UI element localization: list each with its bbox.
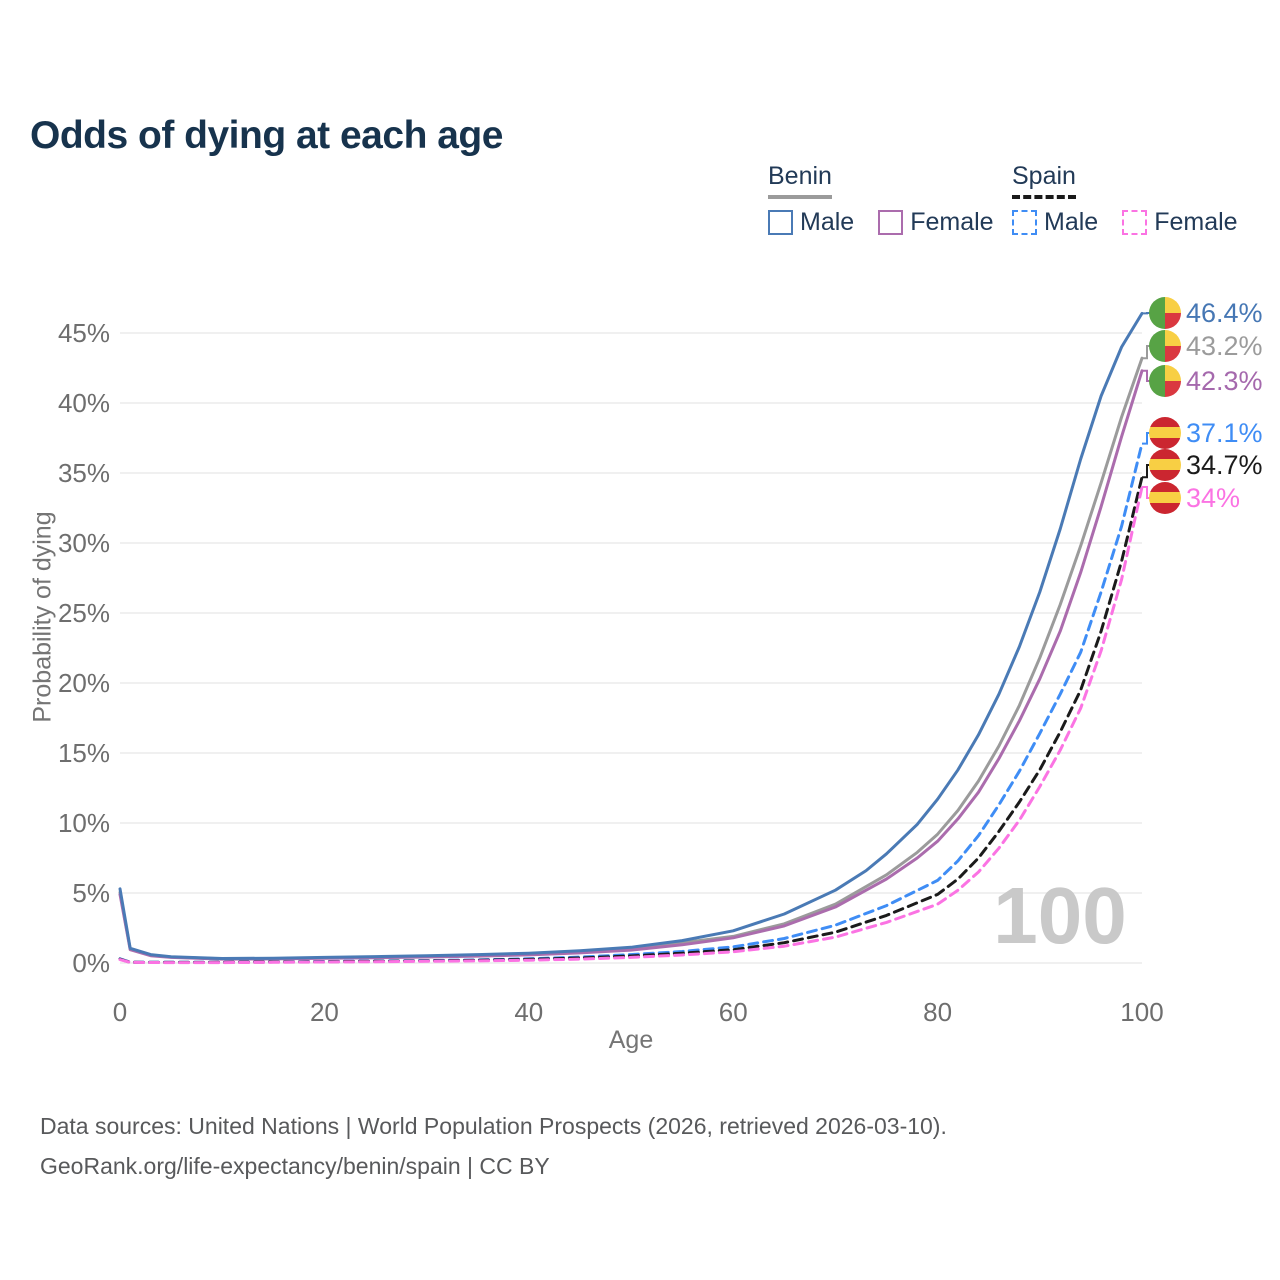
legend-item-benin-female[interactable]: Female <box>878 208 994 237</box>
spain-male-swatch-icon <box>1012 210 1037 235</box>
spain-flag-icon <box>1149 482 1181 514</box>
x-tick-label: 0 <box>113 997 127 1027</box>
y-tick-label: 10% <box>58 808 110 838</box>
end-value-spain-both: 34.7% <box>1186 449 1263 480</box>
series-line-benin-both[interactable] <box>118 356 1144 961</box>
series-line-benin-male[interactable] <box>118 311 1144 960</box>
benin-male-swatch-icon <box>768 210 793 235</box>
legend-group-spain: Spain Male Female <box>1012 162 1238 237</box>
series-line-spain-female[interactable] <box>118 485 1144 965</box>
end-label-benin-both[interactable]: 43.2% <box>1149 330 1263 362</box>
legend-country-benin[interactable]: Benin <box>768 162 832 199</box>
x-tick-label: 40 <box>514 997 543 1027</box>
benin-female-swatch-icon <box>878 210 904 235</box>
benin-flag-icon <box>1149 297 1181 329</box>
y-tick-label: 45% <box>58 318 110 348</box>
x-tick-label: 80 <box>923 997 952 1027</box>
series-line-benin-female[interactable] <box>118 369 1144 961</box>
y-tick-label: 15% <box>58 738 110 768</box>
y-tick-label: 25% <box>58 598 110 628</box>
spain-flag-icon <box>1149 449 1181 481</box>
x-tick-label: 100 <box>1120 997 1163 1027</box>
benin-flag-icon <box>1149 365 1181 397</box>
page-title: Odds of dying at each age <box>30 114 503 158</box>
legend-item-label: Male <box>1044 208 1099 236</box>
y-tick-label: 35% <box>58 458 110 488</box>
watermark-age-100: 100 <box>993 871 1127 960</box>
footer-data-sources: Data sources: United Nations | World Pop… <box>40 1113 947 1139</box>
footer-attribution[interactable]: GeoRank.org/life-expectancy/benin/spain … <box>40 1153 550 1179</box>
y-tick-label: 40% <box>58 388 110 418</box>
series-line-spain-both[interactable] <box>118 475 1144 964</box>
spain-flag-icon <box>1149 417 1181 449</box>
end-label-benin-female[interactable]: 42.3% <box>1149 365 1263 397</box>
y-axis-title: Probability of dying <box>28 511 57 723</box>
x-axis-title: Age <box>608 1026 654 1054</box>
legend-item-spain-male[interactable]: Male <box>1012 208 1098 237</box>
end-label-spain-male[interactable]: 37.1% <box>1149 417 1263 449</box>
legend-item-spain-female[interactable]: Female <box>1122 208 1238 237</box>
end-value-benin-male: 46.4% <box>1186 297 1263 328</box>
end-value-spain-female: 34% <box>1186 482 1241 513</box>
end-value-benin-female: 42.3% <box>1186 365 1263 396</box>
x-tick-label: 60 <box>719 997 748 1027</box>
series-line-spain-male[interactable] <box>118 442 1144 964</box>
benin-flag-icon <box>1149 330 1181 362</box>
y-tick-label: 0% <box>72 948 110 978</box>
footer: Data sources: United Nations | World Pop… <box>40 1106 947 1186</box>
legend-item-benin-male[interactable]: Male <box>768 208 854 237</box>
end-label-spain-both[interactable]: 34.7% <box>1149 449 1263 481</box>
end-label-benin-male[interactable]: 46.4% <box>1149 297 1263 329</box>
x-tick-label: 20 <box>310 997 339 1027</box>
end-value-benin-both: 43.2% <box>1186 330 1263 361</box>
legend-country-spain[interactable]: Spain <box>1012 162 1076 199</box>
y-tick-label: 30% <box>58 528 110 558</box>
end-value-spain-male: 37.1% <box>1186 417 1263 448</box>
legend-item-label: Female <box>910 208 994 236</box>
spain-female-swatch-icon <box>1122 210 1148 235</box>
legend-item-label: Male <box>800 208 855 236</box>
y-tick-label: 5% <box>72 878 110 908</box>
legend-item-label: Female <box>1154 208 1238 236</box>
y-tick-label: 20% <box>58 668 110 698</box>
end-label-spain-female[interactable]: 34% <box>1149 482 1240 514</box>
legend-group-benin: Benin Male Female <box>768 162 994 237</box>
